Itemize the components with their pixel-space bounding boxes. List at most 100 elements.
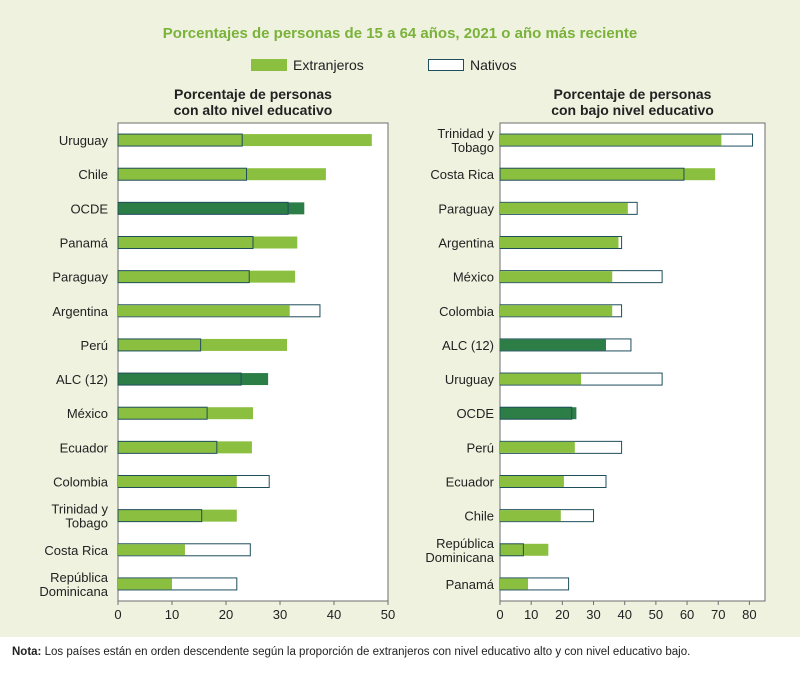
- left-category-label: República Dominicana: [39, 570, 108, 599]
- right-category-label: ALC (12): [442, 338, 494, 353]
- right-category-label-line: Costa Rica: [430, 167, 494, 182]
- left-x-tick-label: 20: [219, 607, 233, 622]
- right-category-label-line: Trinidad y: [437, 126, 494, 141]
- right-bar-extranjeros: [500, 578, 529, 590]
- left-bar-extranjeros: [118, 476, 237, 487]
- left-bar-extranjeros: [118, 578, 172, 590]
- left-category-label-line: Tobago: [65, 516, 108, 531]
- left-bar-nativos: [117, 270, 250, 284]
- left-category-label-line: Costa Rica: [44, 543, 108, 558]
- right-category-label: OCDE: [456, 406, 494, 421]
- left-category-label: Uruguay: [59, 133, 109, 148]
- right-x-tick-label: 70: [711, 607, 725, 622]
- left-bar-nativos: [117, 406, 208, 420]
- legend-label-foreign: Extranjeros: [293, 57, 364, 73]
- left-bar-nativos: [117, 338, 202, 352]
- left-bar-extranjeros: [118, 441, 252, 454]
- left-bar-nativos: [117, 236, 254, 249]
- right-category-label-line: Dominicana: [425, 550, 494, 565]
- left-plot-area: [117, 122, 389, 602]
- right-chart-title-line-1: Porcentaje de personas: [553, 86, 712, 102]
- right-category-label: Colombia: [439, 304, 495, 319]
- left-bar-extranjeros: [118, 509, 237, 522]
- left-category-label: Paraguay: [52, 270, 108, 285]
- right-category-label-line: OCDE: [456, 406, 494, 421]
- legend-item-foreign: Extranjeros: [251, 55, 364, 75]
- right-category-label-line: Argentina: [438, 236, 494, 251]
- right-chart-title-line-2: con bajo nivel educativo: [551, 102, 714, 118]
- left-category-label-line: Perú: [81, 338, 108, 353]
- left-x-tick-label: 30: [273, 607, 287, 622]
- right-bar-extranjeros: [500, 305, 613, 317]
- left-bar-extranjeros: [118, 134, 372, 147]
- right-bar-extranjeros: [500, 441, 575, 453]
- left-category-label: Trinidad y Tobago: [51, 502, 108, 531]
- right-bar-extranjeros: [500, 237, 619, 248]
- right-category-label: Trinidad y Tobago: [437, 126, 494, 155]
- right-category-label-line: Colombia: [439, 304, 495, 319]
- right-category-label: Perú: [467, 440, 494, 455]
- left-bar-nativos: [117, 201, 289, 215]
- right-category-label-line: Uruguay: [445, 372, 495, 387]
- left-bar-extranjeros: [118, 373, 269, 386]
- left-category-label-line: ALC (12): [56, 372, 108, 387]
- right-category-label: Paraguay: [438, 201, 494, 216]
- legend: Extranjeros Nativos: [0, 55, 800, 75]
- left-x-tick-label: 40: [327, 607, 341, 622]
- left-category-label: Ecuador: [60, 440, 109, 455]
- right-category-label-line: Tobago: [451, 140, 494, 155]
- right-category-label: Uruguay: [445, 372, 495, 387]
- right-bar-extranjeros: [500, 373, 582, 385]
- right-bar-extranjeros: [500, 543, 549, 556]
- left-category-label: Costa Rica: [44, 543, 108, 558]
- footnote-text: Los países están en orden descendente se…: [41, 646, 691, 658]
- left-category-label-line: Dominicana: [39, 584, 108, 599]
- legend-item-native: Nativos: [428, 55, 517, 75]
- legend-swatch-foreign: [251, 59, 287, 71]
- left-category-label: Colombia: [53, 475, 109, 490]
- right-category-label: Ecuador: [446, 475, 495, 490]
- left-x-tick-label: 0: [114, 607, 121, 622]
- right-x-tick-label: 60: [680, 607, 694, 622]
- left-bar-extranjeros: [118, 202, 305, 215]
- left-bar-nativos: [117, 133, 243, 147]
- right-x-tick-label: 40: [617, 607, 631, 622]
- right-category-label: Chile: [464, 509, 494, 524]
- right-category-label-line: Ecuador: [446, 475, 495, 490]
- chart-svg: 0 10 20 30 40 50 Uruguay Chile OCDE Panamá Paragua…: [39, 122, 766, 622]
- right-category-label: Panamá: [446, 577, 495, 592]
- left-category-label: Chile: [78, 167, 108, 182]
- legend-swatch-native: [428, 59, 464, 71]
- right-category-label-line: México: [453, 270, 494, 285]
- left-bar-nativos: [117, 440, 218, 454]
- right-x-tick-label: 80: [742, 607, 756, 622]
- right-bar-extranjeros: [500, 134, 722, 146]
- left-x-tick-label: 50: [381, 607, 395, 622]
- left-category-label-line: Paraguay: [52, 270, 108, 285]
- right-x-tick-label: 50: [649, 607, 663, 622]
- left-bar-extranjeros: [118, 236, 298, 249]
- left-category-label: Argentina: [52, 304, 108, 319]
- right-category-label: Costa Rica: [430, 167, 494, 182]
- footnote: Nota: Los países están en orden descende…: [12, 645, 802, 659]
- right-category-label-line: Perú: [467, 440, 494, 455]
- footnote-label: Nota:: [12, 646, 42, 658]
- right-category-label-line: Panamá: [446, 577, 495, 592]
- right-bar-nativos: [499, 543, 524, 557]
- left-category-label-line: Colombia: [53, 475, 109, 490]
- right-bar-extranjeros: [500, 510, 561, 522]
- left-chart-title-line-1: Porcentaje de personas: [174, 86, 332, 102]
- left-category-label-line: México: [67, 406, 108, 421]
- right-category-label-line: Chile: [464, 509, 494, 524]
- legend-label-native: Nativos: [470, 57, 517, 73]
- left-bar-nativos: [117, 372, 242, 386]
- right-bar-nativos: [499, 167, 685, 181]
- left-category-label: Perú: [81, 338, 108, 353]
- left-category-label: México: [67, 406, 108, 421]
- left-chart-title-line-2: con alto nivel educativo: [173, 102, 333, 118]
- left-category-label-line: Ecuador: [60, 440, 109, 455]
- left-bar-extranjeros: [118, 305, 290, 317]
- right-bar-extranjeros: [500, 407, 577, 420]
- left-category-label-line: OCDE: [70, 201, 108, 216]
- right-x-tick-label: 30: [586, 607, 600, 622]
